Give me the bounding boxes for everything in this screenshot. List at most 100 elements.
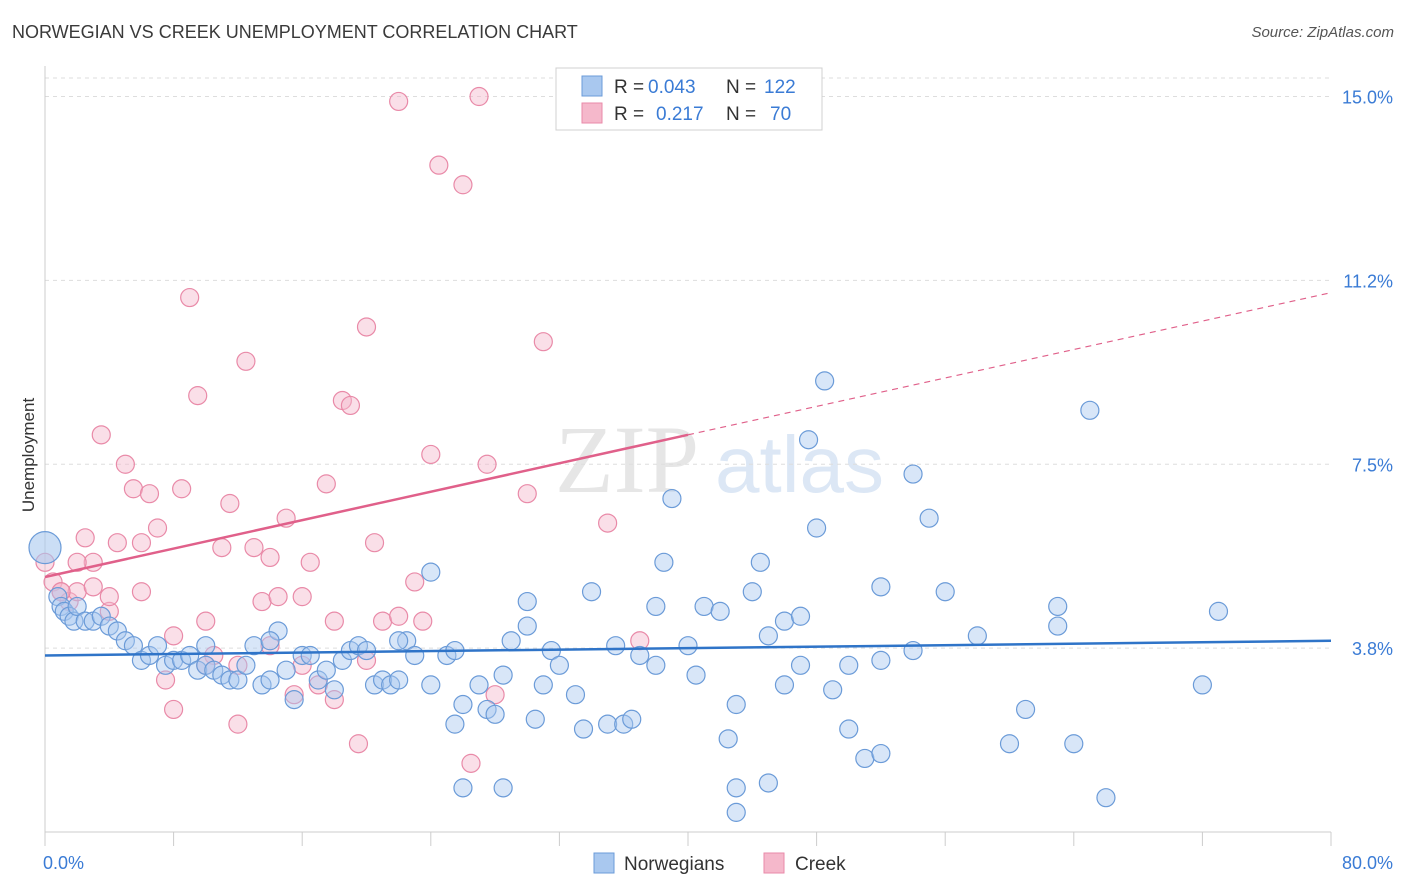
creek-point (389, 91, 409, 112)
norwegians-point (453, 694, 473, 715)
creek-point (139, 484, 160, 504)
norwegians-point (806, 518, 827, 538)
creek-point (292, 587, 312, 607)
norwegians-point (91, 606, 111, 626)
norwegians-point (654, 552, 674, 572)
creek-point (429, 155, 449, 175)
creek-point (461, 753, 481, 773)
creek-point (164, 626, 184, 646)
norwegians-point (1015, 699, 1036, 720)
creek-point (598, 513, 618, 533)
legend-n-label: N = (726, 104, 756, 125)
norwegians-point (147, 636, 168, 656)
norwegians-point (742, 582, 762, 602)
norwegians-point (220, 670, 240, 690)
creek-point (212, 538, 232, 558)
y-tick-label: 3.8% (1352, 639, 1393, 659)
creek-point (244, 538, 264, 558)
creek-point (228, 714, 248, 734)
norwegians-point (606, 636, 626, 656)
creek-point (204, 645, 224, 666)
norwegians-point (276, 660, 296, 680)
legend-n-value: 122 (764, 77, 796, 98)
axes: 15.0% 11.2% 7.5% 3.8% 0.0% 80.0% (43, 66, 1393, 873)
norwegians-point (316, 660, 336, 680)
norwegians-point (678, 636, 698, 656)
norwegians-point (726, 778, 746, 798)
creek-point (364, 533, 385, 553)
x-tick-label: 0.0% (43, 853, 84, 873)
norwegians-point (421, 562, 441, 582)
creek-point (147, 518, 168, 538)
creek-point (324, 690, 344, 710)
norwegians-point (903, 464, 923, 484)
creek-point (260, 636, 280, 656)
creek-point (316, 474, 336, 494)
norwegians-point (517, 591, 537, 612)
creek-point (196, 611, 216, 631)
creek-point (405, 572, 425, 592)
y-tick-label: 15.0% (1342, 88, 1393, 108)
trend-lines (44, 292, 1332, 657)
norwegians-point (284, 690, 304, 710)
norwegians-point (1080, 400, 1100, 420)
norwegians-point (790, 606, 811, 626)
norwegians-point (28, 531, 62, 565)
creek-point (421, 444, 441, 465)
creek-point (107, 533, 127, 553)
creek-point (260, 547, 280, 568)
x-tick-label: 80.0% (1342, 853, 1393, 873)
norwegians-point (228, 670, 248, 690)
data-points (28, 86, 1229, 822)
norwegians-point (445, 714, 465, 734)
creek-point (268, 587, 288, 607)
creek-point (155, 670, 176, 690)
creek-point (340, 395, 361, 416)
norwegians-point (598, 714, 618, 734)
norwegians-point (236, 655, 256, 675)
creek-point (236, 351, 256, 371)
norwegians-point (533, 675, 553, 695)
norwegians-point (662, 488, 682, 509)
norwegians-point (1192, 675, 1213, 695)
norwegians-point (726, 694, 746, 715)
chart-title: NORWEGIAN VS CREEK UNEMPLOYMENT CORRELAT… (12, 22, 578, 42)
creek-point (172, 479, 192, 499)
creek-point (180, 287, 200, 308)
norwegians-point (268, 621, 288, 641)
creek-point (252, 591, 272, 612)
bottom-legend: Norwegians Creek (593, 852, 846, 875)
creek-point (123, 479, 144, 499)
norwegians-point (485, 704, 505, 724)
creek-point (533, 332, 553, 352)
creek-point (517, 484, 537, 504)
norwegians-point (871, 577, 891, 597)
norwegians-point (1096, 788, 1116, 808)
legend-swatch-norwegians (581, 75, 603, 97)
creek-trend-extension (687, 292, 1332, 436)
creek-point (372, 611, 393, 631)
norwegians-point (871, 743, 891, 764)
bottom-legend-swatch-norwegians (593, 852, 615, 874)
norwegians-point (581, 582, 602, 602)
norwegians-point (823, 680, 843, 700)
norwegians-point (64, 611, 84, 631)
norwegians-point (324, 680, 344, 700)
legend-n-label: N = (726, 77, 756, 98)
creek-point (67, 552, 87, 572)
norwegians-point (260, 670, 280, 690)
norwegians-point (630, 645, 650, 666)
creek-point (188, 386, 208, 406)
norwegians-point (469, 675, 489, 695)
creek-trend-line (44, 433, 689, 579)
legend-r-label: R = (614, 77, 644, 98)
creek-point (131, 582, 152, 602)
norwegians-point (493, 665, 513, 685)
creek-point (356, 317, 377, 337)
norwegians-point (389, 670, 409, 690)
creek-point (220, 493, 240, 514)
norwegians-point (967, 626, 987, 646)
norwegians-point (453, 778, 473, 798)
norwegians-point (397, 631, 417, 651)
creek-point (469, 86, 489, 107)
